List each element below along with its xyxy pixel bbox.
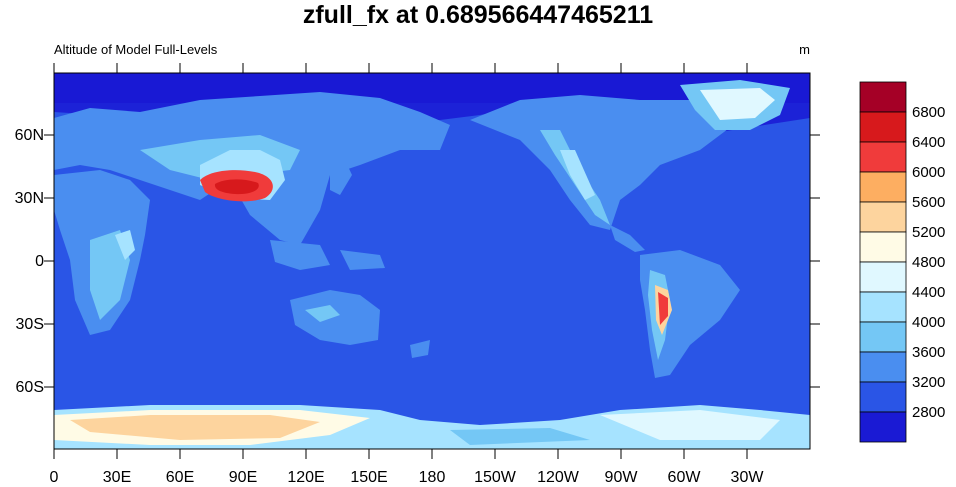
map-title: zfull_fx at 0.689566447465211: [302, 1, 654, 29]
andes-high: [658, 292, 668, 325]
lon-label: 180: [418, 469, 446, 486]
lat-label: 60N: [14, 127, 44, 144]
lon-label: 90E: [228, 469, 258, 486]
colorbar-label: 4800: [912, 254, 946, 271]
colorbar-label: 2800: [912, 404, 946, 421]
lon-label: 60E: [165, 469, 195, 486]
colorbar-label: 4000: [912, 314, 946, 331]
lon-label: 30W: [730, 469, 764, 486]
lon-label: 150E: [350, 469, 388, 486]
lat-label: 30S: [15, 316, 44, 333]
colorbar-label: 4400: [912, 284, 946, 301]
lon-label: 30E: [102, 469, 132, 486]
lon-label: 60W: [667, 469, 701, 486]
units-label: m: [799, 42, 810, 57]
colorbar-label: 6800: [912, 104, 946, 121]
lat-ticks: [44, 134, 820, 388]
antarctic-plateau: [70, 415, 320, 440]
colorbar-label: 3200: [912, 374, 946, 391]
colorbar-label: 6400: [912, 134, 946, 151]
lon-label: 120E: [287, 469, 325, 486]
lon-label: 90W: [604, 469, 638, 486]
lon-label: 120W: [537, 469, 579, 486]
north-america-land: [470, 95, 740, 230]
colorbar: [859, 81, 907, 443]
lon-ticks: [53, 63, 748, 459]
colorbar-label: 3600: [912, 344, 946, 361]
lat-label: 0: [35, 253, 44, 270]
colorbar-label: 5600: [912, 194, 946, 211]
australia-land: [290, 290, 380, 345]
map-field: [54, 73, 810, 449]
lat-label: 60S: [15, 379, 44, 396]
lon-label: 150W: [474, 469, 516, 486]
colorbar-label: 5200: [912, 224, 946, 241]
colorbar-label: 6000: [912, 164, 946, 181]
lat-label: 30N: [14, 190, 44, 207]
lon-label: 0: [49, 469, 59, 486]
variable-long-name: Altitude of Model Full-Levels: [54, 42, 218, 57]
